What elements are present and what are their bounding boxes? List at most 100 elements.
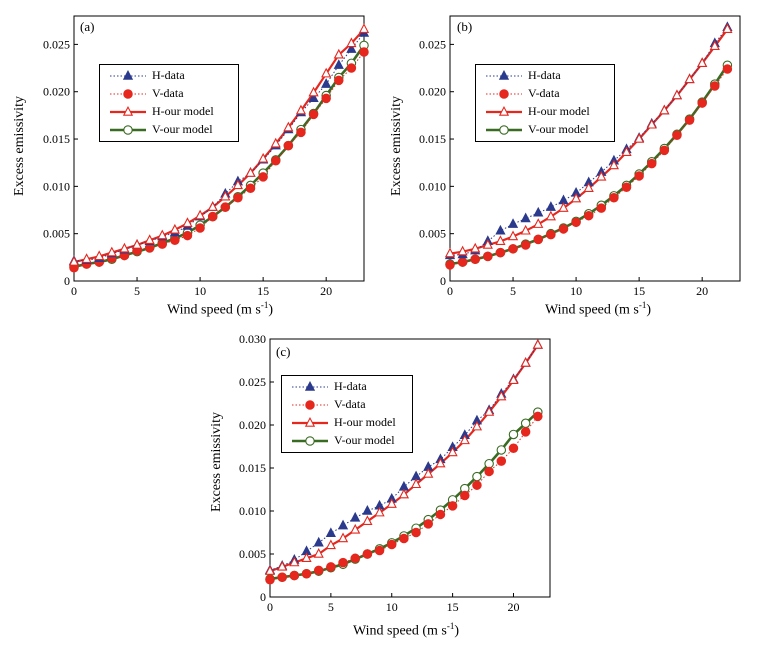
x-axis-label-close: )	[454, 623, 460, 639]
h-model-point	[435, 457, 446, 468]
h-data-point	[350, 511, 361, 522]
legend-marker	[304, 380, 316, 391]
legend-item-v-model: V-our model	[100, 121, 238, 139]
legend-item-h-model: H-our model	[282, 414, 412, 432]
y-tick-label: 0	[440, 274, 446, 288]
legend: H-data V-data H-our model V-our model	[99, 64, 239, 142]
x-axis-label: Wind speed (m s-1)	[167, 300, 273, 319]
y-tick-label: 0.005	[43, 227, 70, 241]
x-tick-label: 20	[507, 600, 519, 614]
v-data-point	[321, 93, 331, 104]
v-data-point	[359, 47, 369, 57]
h-model-point	[194, 209, 206, 220]
panel-label: (c)	[276, 344, 291, 359]
h-model-point	[495, 235, 506, 245]
legend-marker	[123, 89, 133, 99]
v-data-point	[233, 192, 243, 203]
h-model-point	[532, 339, 543, 349]
v-data-point	[277, 572, 287, 582]
legend-item-v-model: V-our model	[476, 121, 614, 139]
x-tick-label: 15	[447, 600, 459, 614]
legend-label-h-model: H-our model	[334, 415, 396, 429]
legend-item-h-data: H-data	[282, 378, 412, 396]
x-axis-label-sup: -1	[446, 621, 455, 631]
y-tick-label: 0.025	[43, 37, 70, 51]
legend-item-h-model: H-our model	[476, 103, 614, 121]
v-data-point	[350, 553, 360, 564]
h-model-point	[374, 506, 385, 517]
h-model-point	[258, 152, 269, 163]
v-data-point	[220, 202, 231, 212]
h-model-point	[410, 478, 422, 489]
h-data-point	[346, 43, 357, 53]
legend-item-v-data: V-data	[100, 85, 238, 103]
v-data-point	[634, 171, 644, 181]
h-model-point	[398, 488, 410, 499]
v-data-point	[520, 427, 531, 437]
v-data-point	[609, 192, 619, 203]
h-model-point	[207, 201, 218, 211]
y-tick-label: 0.020	[43, 85, 70, 99]
h-model-point	[119, 242, 130, 253]
legend-swatch-h-model	[110, 105, 146, 116]
h-model-point	[545, 210, 556, 221]
v-data-point	[326, 562, 336, 572]
x-tick-label: 5	[134, 284, 140, 298]
v-data-point	[447, 501, 458, 511]
v-data-point	[672, 130, 682, 141]
v-data-point	[338, 557, 348, 568]
v-data-point	[470, 254, 480, 264]
legend: H-data V-data H-our model V-our model	[281, 375, 413, 453]
h-model-point	[157, 229, 168, 240]
v-data-point	[722, 64, 733, 74]
x-tick-label: 0	[71, 284, 77, 298]
v-data-point	[308, 109, 319, 120]
legend-marker	[499, 125, 509, 135]
legend-marker	[122, 105, 134, 116]
x-axis-label-text: Wind speed (m s	[352, 623, 447, 639]
legend-marker	[304, 416, 316, 427]
h-model-point	[144, 234, 155, 245]
v-data-point	[697, 98, 707, 108]
v-data-point	[207, 211, 218, 222]
h-model-point	[671, 89, 683, 100]
h-model-point	[621, 146, 632, 156]
v-data-point	[558, 224, 569, 234]
x-tick-label: 20	[320, 284, 332, 298]
v-data-point	[289, 570, 300, 581]
legend-marker	[305, 400, 315, 410]
x-tick-label: 15	[633, 284, 645, 298]
h-model-point	[232, 179, 244, 190]
h-data-point	[495, 224, 506, 235]
v-data-point	[533, 411, 543, 422]
h-model-point	[350, 523, 361, 534]
y-tick-label: 0	[260, 590, 266, 604]
h-data-point	[321, 78, 332, 88]
v-data-point	[460, 490, 470, 501]
h-data-point	[313, 536, 324, 547]
legend-swatch-h-model	[486, 105, 522, 116]
h-model-point	[457, 245, 468, 256]
v-data-point	[411, 527, 421, 538]
h-model-point	[182, 217, 193, 227]
h-model-point	[169, 223, 180, 234]
legend-label-v-data: V-data	[152, 86, 184, 100]
v-data-point	[659, 145, 670, 156]
h-model-point	[337, 532, 349, 543]
h-model-point	[346, 37, 357, 48]
h-model-point	[321, 67, 332, 78]
h-model-point	[325, 539, 336, 550]
v-data-point	[423, 519, 434, 529]
legend-item-h-data: H-data	[100, 67, 238, 85]
v-data-point	[313, 565, 324, 576]
v-data-point	[508, 244, 518, 254]
h-model-point	[245, 167, 256, 177]
x-axis-label: Wind speed (m s-1)	[353, 621, 459, 640]
h-model-point	[722, 23, 733, 33]
v-data-point	[484, 466, 494, 477]
h-model-point	[608, 159, 620, 170]
v-data-point	[546, 229, 556, 240]
v-data-point	[472, 480, 482, 490]
y-tick-label: 0.030	[239, 332, 266, 346]
x-tick-label: 20	[696, 284, 708, 298]
